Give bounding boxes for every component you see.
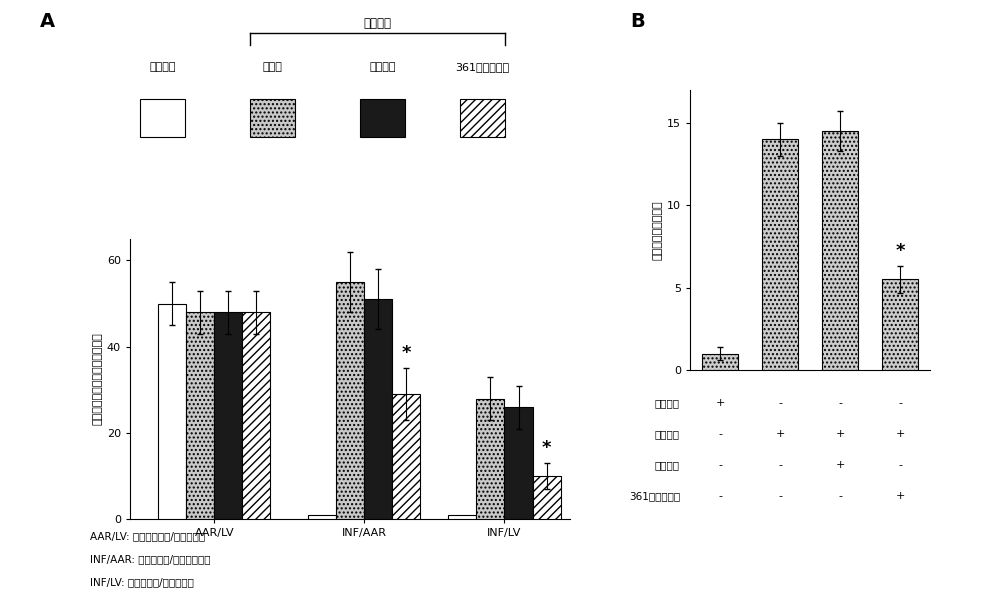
Text: 阴性对照: 阴性对照 (369, 61, 396, 72)
Text: 缺血再灸: 缺血再灸 (655, 429, 680, 439)
Text: +: + (715, 398, 725, 408)
Text: AAR/LV: 危险区总面积/左心室面积: AAR/LV: 危险区总面积/左心室面积 (90, 531, 205, 541)
Bar (476, 399, 504, 519)
Text: *: * (895, 242, 905, 260)
Text: +: + (775, 429, 785, 439)
Text: +: + (835, 460, 845, 470)
Text: -: - (778, 398, 782, 408)
Text: INF/AAR: 梗死区面积/危险区总面积: INF/AAR: 梗死区面积/危险区总面积 (90, 554, 210, 564)
Text: *: * (542, 439, 551, 457)
Text: A: A (40, 12, 55, 31)
Bar (364, 299, 392, 519)
Bar (336, 282, 364, 519)
Text: -: - (718, 429, 722, 439)
Bar (882, 279, 918, 370)
Bar (242, 312, 270, 519)
Text: -: - (778, 491, 782, 501)
Bar (308, 515, 336, 519)
Text: -: - (898, 460, 902, 470)
Bar (186, 312, 214, 519)
Text: 缺血再灸: 缺血再灸 (364, 17, 392, 30)
Text: -: - (838, 398, 842, 408)
Text: +: + (835, 429, 845, 439)
Text: +: + (895, 429, 905, 439)
Bar (504, 407, 533, 519)
Y-axis label: 凋亡细胞（百分比）: 凋亡细胞（百分比） (653, 200, 663, 260)
Text: 假手术组: 假手术组 (655, 398, 680, 408)
Text: +: + (895, 491, 905, 501)
Bar (822, 131, 858, 370)
Text: 野生型: 野生型 (263, 61, 282, 72)
Text: -: - (718, 460, 722, 470)
Text: 假手术组: 假手术组 (149, 61, 176, 72)
Bar (158, 303, 186, 519)
Text: 361反义核苷酸: 361反义核苷酸 (455, 61, 510, 72)
Text: INF/LV: 梗死区面积/左心室面积: INF/LV: 梗死区面积/左心室面积 (90, 577, 194, 587)
Bar (214, 312, 242, 519)
Text: *: * (401, 344, 411, 362)
Bar (702, 353, 738, 370)
Bar (533, 476, 561, 519)
Text: -: - (898, 398, 902, 408)
Bar (448, 515, 476, 519)
Bar (392, 394, 420, 519)
Text: -: - (778, 460, 782, 470)
Text: 阴性对照: 阴性对照 (655, 460, 680, 470)
Bar (762, 139, 798, 370)
Text: -: - (838, 491, 842, 501)
Text: -: - (718, 491, 722, 501)
Text: 361反义核苷酸: 361反义核苷酸 (629, 491, 680, 501)
Y-axis label: 左心室或危险区面积（百分比）: 左心室或危险区面积（百分比） (93, 333, 103, 426)
Text: B: B (630, 12, 645, 31)
